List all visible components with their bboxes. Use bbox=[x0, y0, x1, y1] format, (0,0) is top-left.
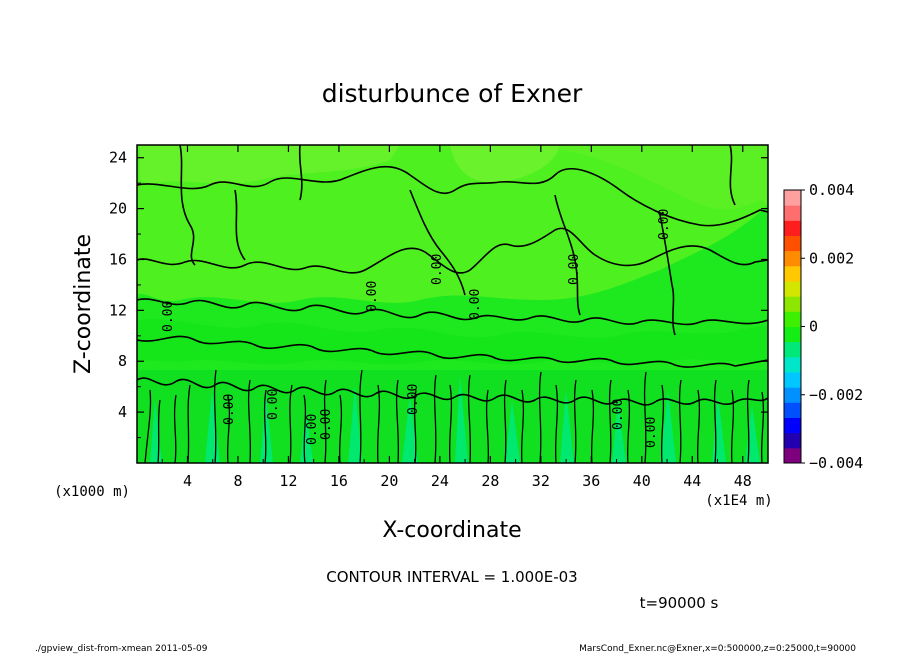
colorbar-segment bbox=[784, 432, 801, 449]
y-tick-label: 16 bbox=[109, 250, 127, 268]
contour-label: 0.00 bbox=[305, 414, 320, 445]
y-tick-label: 8 bbox=[118, 352, 127, 370]
y-tick-label: 24 bbox=[109, 149, 127, 167]
contour-label: 0.00 bbox=[611, 399, 626, 430]
contour-label: 0.00 bbox=[567, 254, 582, 285]
x-tick-label: 40 bbox=[633, 472, 651, 490]
y-unit-label: (x1000 m) bbox=[54, 484, 130, 500]
colorbar bbox=[784, 190, 801, 464]
colorbar-segment bbox=[784, 372, 801, 388]
y-tick-label: 4 bbox=[118, 403, 127, 421]
contour-label: 0.00 bbox=[644, 417, 659, 448]
contour-label: 0.00 bbox=[266, 389, 281, 420]
colorbar-tick-label: 0.002 bbox=[809, 249, 854, 267]
contour-interval-text: CONTOUR INTERVAL = 1.000E-03 bbox=[326, 568, 577, 586]
time-text: t=90000 s bbox=[640, 594, 719, 612]
contour-label-group: 0.00 0.00 0.00 0.00 0.00 0.00 0.00 0.00 … bbox=[161, 209, 672, 448]
x-axis: 4 8 12 16 20 24 28 32 36 40 44 48 bbox=[161, 145, 752, 490]
colorbar-segment bbox=[784, 281, 801, 297]
colorbar-segment bbox=[784, 447, 801, 464]
colorbar-segment bbox=[784, 296, 801, 312]
contour-label: 0.00 bbox=[365, 281, 380, 312]
x-tick-label: 44 bbox=[683, 472, 701, 490]
colorbar-tick-label: −0.002 bbox=[809, 386, 863, 404]
region-mid-band bbox=[137, 319, 768, 365]
colorbar-segment bbox=[784, 417, 801, 434]
x-tick-label: 48 bbox=[734, 472, 752, 490]
contour-lines bbox=[137, 145, 768, 406]
contour-label: 0.00 bbox=[222, 394, 237, 425]
colorbar-segment bbox=[784, 326, 801, 343]
x-tick-label: 24 bbox=[431, 472, 449, 490]
x-tick-label: 12 bbox=[279, 472, 297, 490]
footer-right-note: MarsCond_Exner.nc@Exner,x=0:500000,z=0:2… bbox=[579, 644, 856, 654]
colorbar-ticks: 0.004 0.002 0 −0.002 −0.004 bbox=[801, 181, 863, 472]
colorbar-segment bbox=[784, 205, 801, 221]
colorbar-tick-label: 0 bbox=[809, 318, 818, 336]
x-tick-label: 4 bbox=[183, 472, 192, 490]
y-axis: 4 8 12 16 20 24 bbox=[109, 149, 768, 439]
colorbar-segment bbox=[784, 235, 801, 252]
colorbar-segment bbox=[784, 250, 801, 267]
region-top-right bbox=[560, 145, 768, 210]
chart-title: disturbunce of Exner bbox=[322, 79, 583, 108]
colorbar-tick-label: −0.004 bbox=[809, 454, 863, 472]
contour-label: 0.00 bbox=[657, 209, 672, 240]
contour-field: 0.00 0.00 0.00 0.00 0.00 0.00 0.00 0.00 … bbox=[137, 145, 768, 463]
x-tick-label: 36 bbox=[582, 472, 600, 490]
colorbar-segment bbox=[784, 341, 801, 358]
x-tick-label: 32 bbox=[532, 472, 550, 490]
contour-label: 0.00 bbox=[430, 254, 445, 285]
x-tick-label: 16 bbox=[330, 472, 348, 490]
x-tick-label: 20 bbox=[380, 472, 398, 490]
plot-frame bbox=[136, 144, 769, 464]
colorbar-segment bbox=[784, 265, 801, 282]
footer-left-note: ./gpview_dist-from-xmean 2011-05-09 bbox=[35, 644, 208, 654]
colorbar-segment bbox=[784, 387, 801, 403]
colorbar-segment bbox=[784, 190, 801, 206]
colorbar-segment bbox=[784, 356, 801, 373]
colorbar-segment bbox=[784, 402, 801, 418]
y-tick-label: 12 bbox=[109, 301, 127, 319]
colorbar-segment bbox=[784, 311, 801, 327]
colorbar-segment bbox=[784, 220, 801, 236]
contour-label: 0.00 bbox=[406, 384, 421, 415]
region-top-left bbox=[140, 145, 400, 185]
x-tick-label: 8 bbox=[233, 472, 242, 490]
contour-label: 0.00 bbox=[468, 289, 483, 320]
x-tick-label: 28 bbox=[481, 472, 499, 490]
y-tick-label: 20 bbox=[109, 200, 127, 218]
y-axis-label: Z-coordinate bbox=[71, 234, 96, 374]
contour-lines-lower bbox=[144, 369, 765, 463]
contour-label: 0.00 bbox=[161, 301, 176, 332]
colorbar-tick-label: 0.004 bbox=[809, 181, 854, 199]
contour-label: 0.00 bbox=[319, 409, 334, 440]
region-top-mid bbox=[450, 145, 560, 183]
x-axis-label: X-coordinate bbox=[382, 518, 521, 543]
x-unit-label: (x1E4 m) bbox=[705, 493, 772, 509]
